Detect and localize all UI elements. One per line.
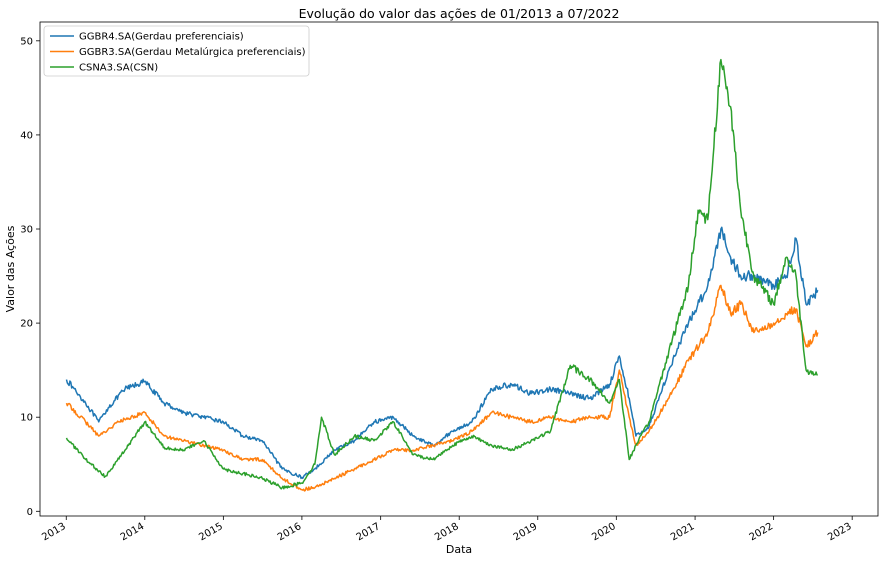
legend-entries: GGBR4.SA(Gerdau preferenciais) GGBR3.SA(G… (50, 32, 306, 74)
series-layer (65, 58, 819, 492)
legend-label: GGBR3.SA(Gerdau Metalúrgica preferenciai… (79, 46, 306, 58)
y-tick-label: 20 (20, 319, 33, 330)
y-tick-label: 0 (27, 507, 33, 518)
series-line-3 (65, 58, 818, 490)
chart-title: Evolução do valor das ações de 01/2013 a… (299, 6, 620, 21)
legend-label: CSNA3.SA(CSN) (79, 63, 158, 74)
x-axis-label: Data (446, 543, 472, 556)
y-tick-label: 10 (20, 413, 33, 424)
y-axis: 0 10 20 30 40 50 (20, 36, 40, 518)
y-tick-label: 50 (20, 36, 33, 47)
legend-box (43, 25, 310, 77)
legend-label: GGBR4.SA(Gerdau preferenciais) (79, 32, 244, 43)
y-tick-label: 40 (20, 130, 33, 141)
y-tick-label: 30 (20, 225, 33, 236)
series-line-2 (65, 284, 819, 492)
y-axis-label: Valor das Ações (4, 225, 17, 312)
legend: GGBR4.SA(Gerdau preferenciais) GGBR3.SA(G… (43, 25, 310, 77)
series-line-1 (65, 226, 819, 480)
